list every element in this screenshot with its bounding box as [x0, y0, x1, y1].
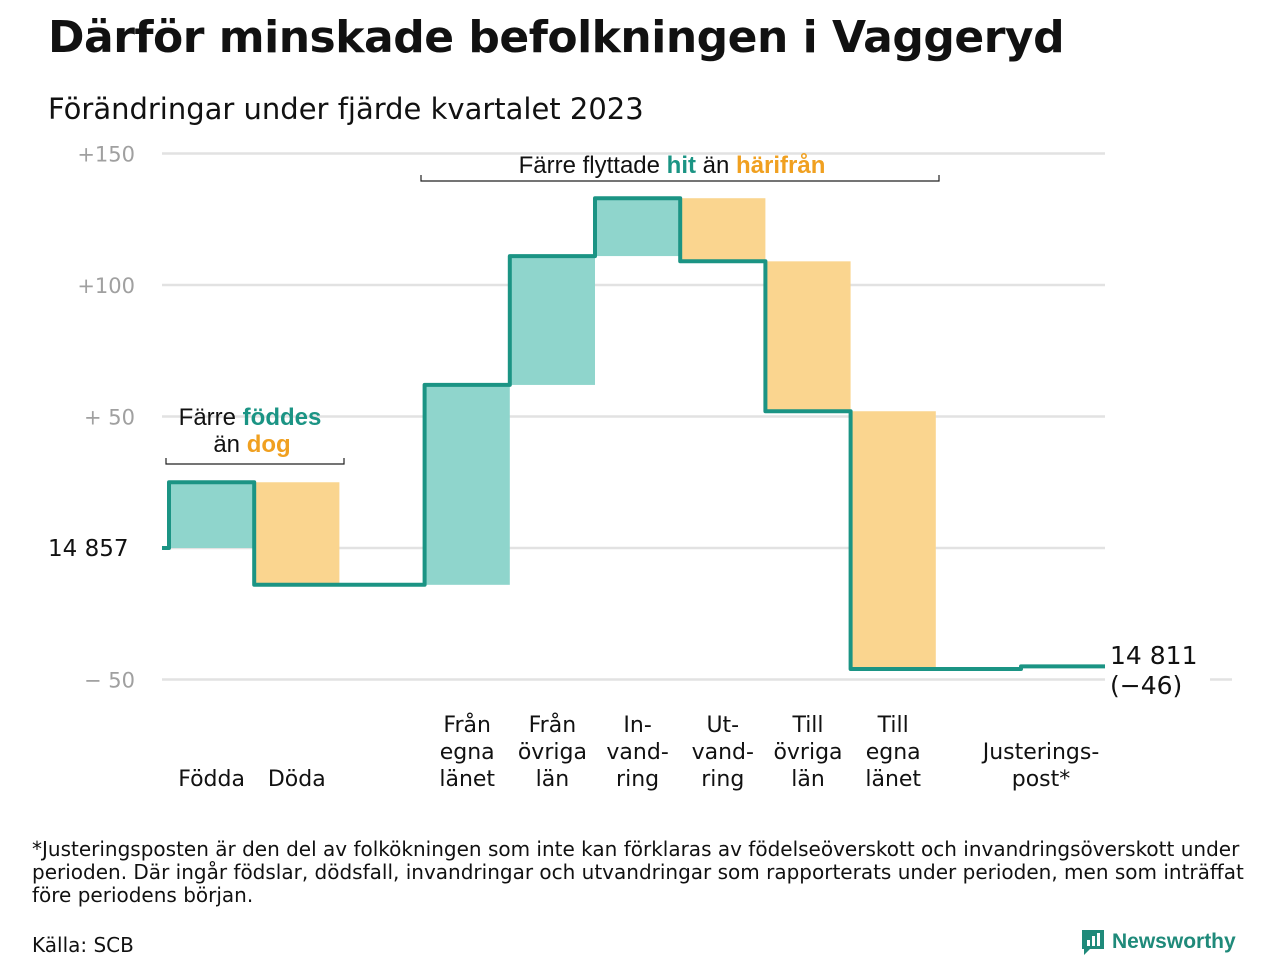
category-label: egna	[866, 740, 921, 765]
annotation-births-line2: än dog	[213, 431, 290, 458]
category-label: Till	[877, 713, 909, 738]
category-label: län	[536, 767, 570, 792]
category-label: Från	[529, 712, 577, 738]
category-label: Till	[791, 713, 823, 738]
category-label: Ut-	[706, 713, 739, 738]
bar-döda	[254, 482, 340, 585]
category-label: vand-	[606, 740, 668, 765]
category-label: ring	[616, 767, 659, 792]
bar-från-egna-länet	[424, 384, 510, 585]
annotation-moves: Färre flyttade hit än härifrån	[519, 152, 826, 179]
annotation-bracket-moves	[420, 175, 940, 182]
y-tick-label: − 50	[84, 669, 135, 693]
bar-till-övriga-län	[765, 261, 851, 412]
category-label: övriga	[518, 740, 587, 765]
bar-utvandring	[680, 198, 766, 262]
bar-födda	[169, 482, 255, 548]
category-label: län	[791, 767, 825, 792]
category-label: post*	[1012, 767, 1071, 792]
y-tick-label: +150	[77, 143, 135, 167]
category-label: övriga	[773, 740, 842, 765]
bar-till-egna-länet	[850, 411, 936, 669]
y-tick-label: +100	[77, 274, 135, 298]
annotation-births-line1: Färre föddes	[179, 404, 322, 431]
end-change-label: (−46)	[1110, 671, 1182, 700]
category-label: Döda	[268, 767, 326, 792]
waterfall-chart: +150 +100 + 50 − 50 14 857 14 811(−46) Födda Dö…	[48, 143, 1232, 792]
y-tick-label: + 50	[84, 406, 135, 430]
newsworthy-logo-icon	[1082, 930, 1104, 955]
category-label: länet	[439, 767, 495, 792]
brand-logo: Newsworthy	[1080, 928, 1236, 956]
category-label: In-	[623, 713, 651, 738]
category-label: egna	[440, 740, 495, 765]
annotation-bracket-births	[165, 458, 345, 465]
category-label: Från	[443, 712, 491, 738]
footnote: *Justeringsposten är den del av folkökni…	[32, 837, 1244, 907]
category-label: ring	[701, 767, 744, 792]
cumulative-step-line	[162, 196, 1105, 671]
category-label: vand-	[692, 740, 754, 765]
start-value-label: 14 857	[48, 536, 128, 562]
bar-invandring	[595, 198, 681, 257]
category-label: Födda	[178, 767, 245, 792]
end-value-label: 14 811	[1110, 641, 1197, 670]
category-label: länet	[865, 767, 921, 792]
chart-subtitle: Förändringar under fjärde kvartalet 2023	[48, 92, 644, 126]
brand-name: Newsworthy	[1112, 930, 1236, 953]
source-label: Källa: SCB	[32, 933, 134, 957]
bar-från-övriga-län	[509, 256, 595, 385]
chart-title: Därför minskade befolkningen i Vaggeryd	[48, 12, 1065, 63]
category-label: Justerings-	[981, 740, 1100, 765]
